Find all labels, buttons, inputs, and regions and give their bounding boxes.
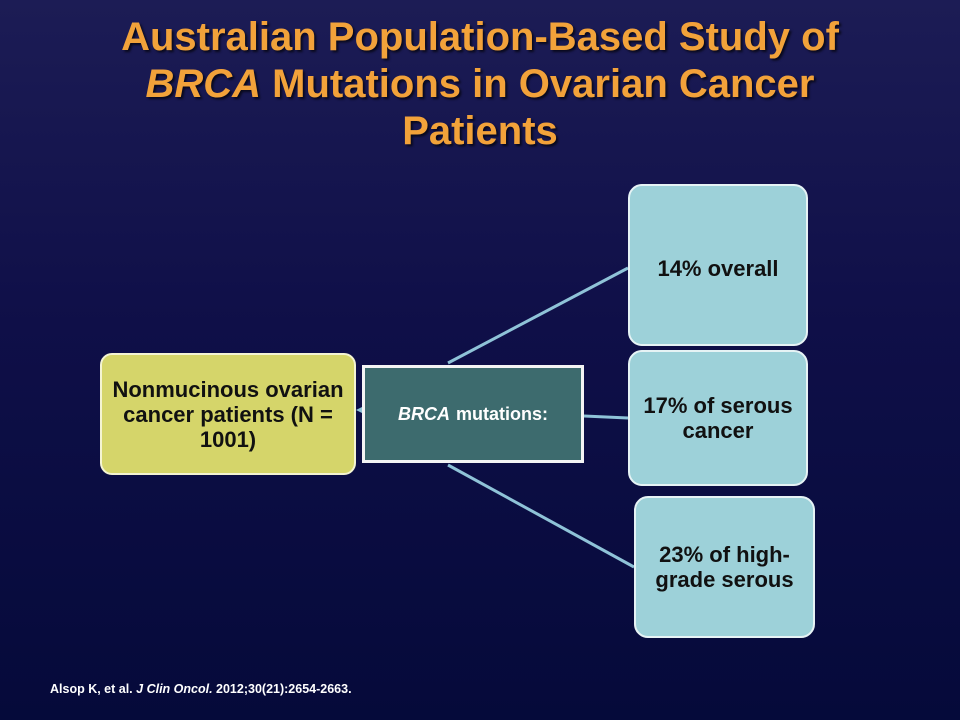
result-node-overall: 14% overall	[628, 184, 808, 346]
citation: Alsop K, et al. J Clin Oncol. 2012;30(21…	[50, 682, 352, 696]
connector-hub-to-high-grade	[447, 463, 635, 569]
slide-title: Australian Population-Based Study of BRC…	[20, 14, 940, 155]
result-label-overall: 14% overall	[657, 256, 779, 281]
brca-mutations-node: BRCA mutations:	[362, 365, 584, 463]
title-line-3: Patients	[402, 109, 558, 153]
connector-hub-to-overall	[447, 266, 629, 365]
title-line-2: BRCA Mutations in Ovarian Cancer	[20, 61, 940, 108]
title-brca-italic: BRCA	[145, 62, 262, 106]
hub-brca-italic: BRCA	[398, 403, 450, 424]
connector-hub-to-serous	[583, 414, 629, 420]
citation-authors: Alsop K, et al.	[50, 682, 133, 696]
hub-label: mutations:	[456, 403, 548, 424]
study-population-node: Nonmucinous ovarian cancer patients (N =…	[100, 353, 356, 475]
result-label-serous: 17% of serous cancer	[643, 393, 793, 443]
result-label-high-grade-serous: 23% of high-grade serous	[655, 542, 794, 592]
result-node-serous: 17% of serous cancer	[628, 350, 808, 486]
study-population-label: Nonmucinous ovarian cancer patients (N =…	[112, 376, 344, 452]
citation-details: 2012;30(21):2654-2663.	[216, 682, 352, 696]
title-line-1: Australian Population-Based Study of	[121, 15, 839, 59]
title-line-2-rest: Mutations in Ovarian Cancer	[261, 62, 815, 106]
citation-journal: J Clin Oncol.	[136, 682, 213, 696]
result-node-high-grade-serous: 23% of high-grade serous	[634, 496, 815, 638]
